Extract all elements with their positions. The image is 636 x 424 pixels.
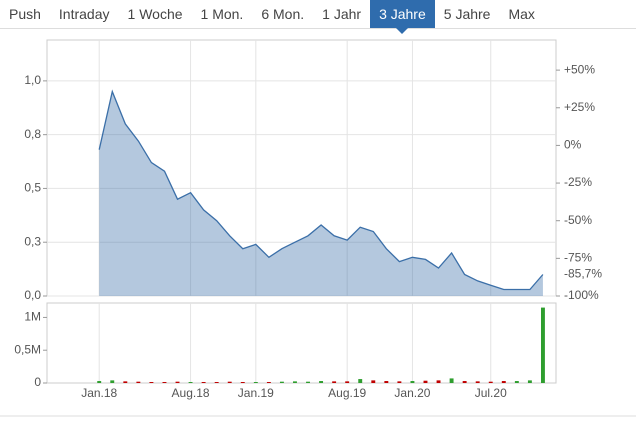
y2-tick-label: -25% — [564, 175, 592, 189]
volume-bar — [136, 381, 141, 383]
price-area — [99, 91, 543, 296]
volume-bar — [488, 381, 493, 383]
price-line — [98, 89, 544, 291]
volume-bar — [410, 381, 415, 383]
x-tick-label: Jul.20 — [475, 386, 507, 400]
volume-tick-label: 0 — [34, 375, 41, 389]
volume-bar — [253, 382, 258, 383]
y2-tick-label: -100% — [564, 288, 599, 302]
volume-bar — [123, 381, 128, 383]
y-tick-label: 0,8 — [24, 127, 41, 141]
volume-tick-label: 0,5M — [14, 342, 41, 356]
last-change-label: -85,7% — [564, 267, 602, 281]
y2-tick-label: -75% — [564, 251, 592, 265]
volume-bar — [371, 380, 376, 383]
y2-tick-label: +25% — [564, 100, 595, 114]
volume-bar — [162, 382, 167, 383]
volume-bar — [306, 381, 310, 383]
y2-tick-label: -50% — [564, 213, 592, 227]
tab[interactable]: Max — [508, 6, 535, 22]
x-tick-label: Jan.19 — [238, 386, 274, 400]
volume-bar — [240, 382, 245, 383]
volume-bar — [423, 380, 428, 383]
volume-bar — [397, 381, 402, 383]
volume-bar — [449, 378, 454, 383]
x-tick-label: Aug.19 — [328, 386, 366, 400]
timeframe-tabs: Push Intraday 1 Woche 1 Mon. 6 Mon. 1 Jahr 3 J… — [0, 0, 636, 34]
volume-bar — [293, 381, 297, 383]
volume-bar — [214, 382, 219, 383]
y-tick-label: 0,5 — [24, 181, 41, 195]
y-tick-label: 0,0 — [24, 288, 41, 302]
volume-frame — [46, 302, 557, 384]
volume-bar — [540, 307, 545, 383]
y2-tick-label: 0% — [564, 138, 582, 152]
volume-tick-label: 1M — [24, 310, 41, 324]
tab[interactable]: 1 Mon. — [200, 6, 244, 22]
y-tick-label: 1,0 — [24, 73, 41, 87]
x-tick-label: Aug.18 — [172, 386, 210, 400]
volume-bar — [279, 381, 284, 383]
volume-bar — [175, 381, 180, 383]
volume-bar — [110, 380, 115, 383]
volume-bar — [266, 382, 271, 383]
volume-bar — [527, 380, 532, 383]
volume-bar — [149, 382, 154, 383]
volume-bar — [436, 380, 441, 383]
tab[interactable]: 6 Mon. — [261, 6, 305, 22]
tab[interactable]: 5 Jahre — [443, 6, 491, 22]
y-tick-label: 0,3 — [24, 234, 41, 248]
tab[interactable]: 1 Woche — [127, 6, 183, 22]
volume-bar — [501, 381, 506, 383]
volume-bar — [358, 379, 363, 383]
tab[interactable]: Intraday — [58, 6, 110, 22]
volume-bar — [332, 381, 337, 383]
volume-bar — [188, 382, 193, 383]
y2-tick-label: +50% — [564, 62, 595, 76]
volume-bar — [345, 381, 350, 383]
volume-bar — [384, 381, 389, 383]
tab[interactable]: 1 Jahr — [322, 6, 362, 22]
volume-bar — [227, 381, 232, 383]
volume-bar — [462, 381, 467, 383]
volume-bar — [201, 382, 206, 383]
volume-bar — [475, 381, 480, 383]
tab[interactable]: 3 Jahre — [370, 0, 435, 34]
tab[interactable]: Push — [9, 6, 41, 22]
x-tick-label: Jan.20 — [394, 386, 430, 400]
volume-bar — [97, 381, 102, 383]
volume-bar — [319, 381, 324, 383]
x-tick-label: Jan.18 — [81, 386, 117, 400]
volume-bar — [514, 381, 519, 383]
